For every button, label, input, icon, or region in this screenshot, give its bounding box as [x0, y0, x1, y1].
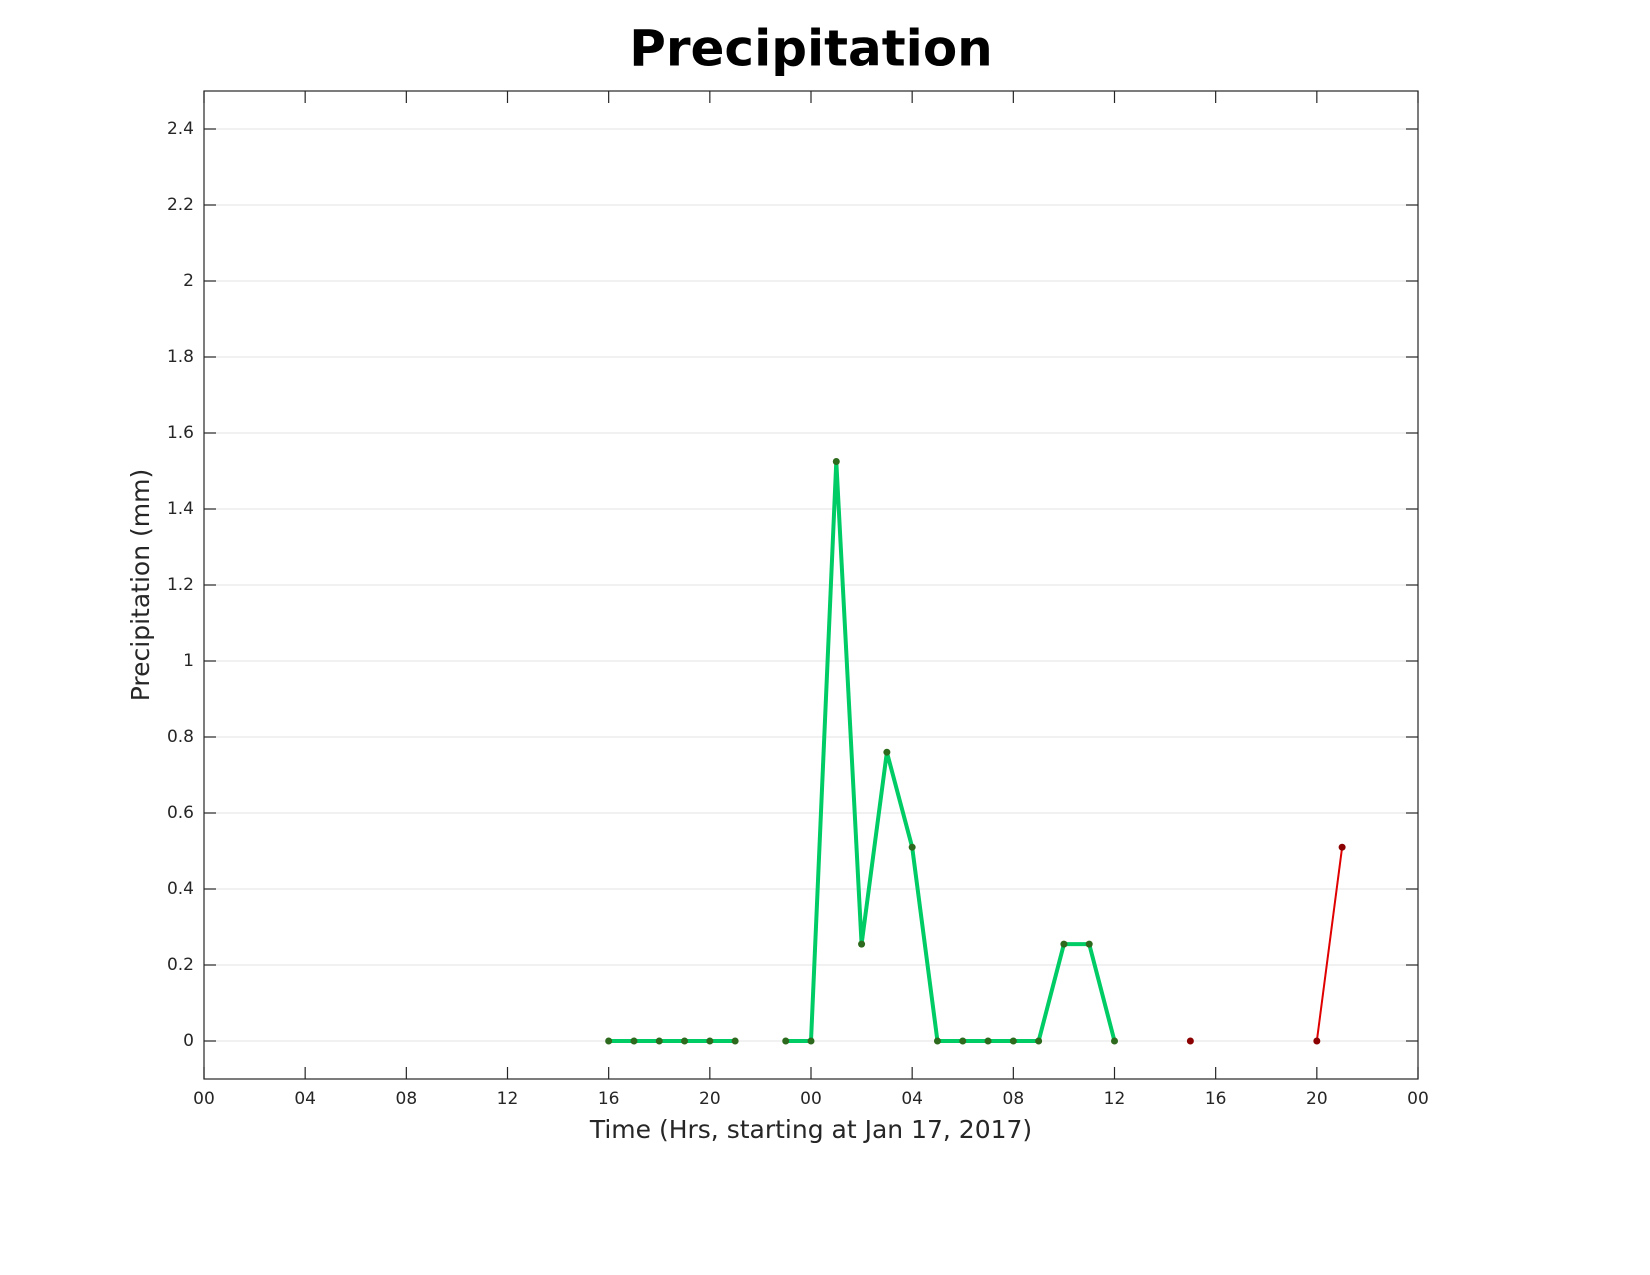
- data-point: [605, 1037, 613, 1045]
- series-line: [1315, 847, 1344, 1042]
- data-point: [908, 843, 916, 851]
- y-axis-label: Precipitation (mm): [126, 469, 155, 701]
- data-point: [933, 1037, 941, 1045]
- y-tick-label: 2.2: [167, 195, 194, 215]
- x-tick-label: 08: [396, 1089, 418, 1109]
- plot-frame: [203, 90, 1419, 1080]
- data-point: [1035, 1037, 1043, 1045]
- data-point: [883, 748, 891, 756]
- data-point: [1009, 1037, 1017, 1045]
- y-tick-label: 1: [183, 651, 194, 671]
- y-tick-label: 1.8: [167, 347, 194, 367]
- data-point: [858, 940, 866, 948]
- x-tick-label: 12: [497, 1089, 519, 1109]
- x-tick-label: 12: [1104, 1089, 1126, 1109]
- y-tick-label: 0.6: [167, 803, 194, 823]
- data-point: [1111, 1037, 1118, 1045]
- data-point: [984, 1037, 992, 1045]
- x-tick-label: 00: [193, 1089, 215, 1109]
- data-point: [832, 458, 840, 465]
- x-tick-label: 08: [1003, 1089, 1025, 1109]
- data-point: [731, 1037, 739, 1045]
- series-line: [608, 461, 1117, 1043]
- data-point: [706, 1037, 714, 1045]
- data-point: [655, 1037, 663, 1045]
- x-tick-label: 00: [1407, 1089, 1429, 1109]
- data-point: [1060, 940, 1068, 948]
- data-point: [1338, 843, 1346, 851]
- data-point: [681, 1037, 689, 1045]
- y-tick-label: 1.6: [167, 423, 194, 443]
- data-point: [630, 1037, 638, 1045]
- y-tick-label: 2.4: [167, 119, 194, 139]
- y-tick-label: 0.8: [167, 727, 194, 747]
- y-tick-label: 1.4: [167, 499, 194, 519]
- data-point: [782, 1037, 790, 1045]
- x-tick-label: 16: [598, 1089, 620, 1109]
- x-tick-label: 16: [1205, 1089, 1227, 1109]
- x-tick-label: 20: [699, 1089, 721, 1109]
- data-point: [1085, 940, 1093, 948]
- y-tick-label: 0.4: [167, 879, 194, 899]
- chart-title: Precipitation: [629, 20, 993, 78]
- x-tick-label: 04: [294, 1089, 316, 1109]
- x-tick-label: 00: [800, 1089, 822, 1109]
- data-point: [959, 1037, 967, 1045]
- y-tick-label: 2: [183, 271, 194, 291]
- data-point: [1186, 1037, 1194, 1045]
- x-tick-label: 04: [901, 1089, 923, 1109]
- x-tick-label: 20: [1306, 1089, 1328, 1109]
- data-point: [807, 1037, 815, 1045]
- x-axis-label: Time (Hrs, starting at Jan 17, 2017): [589, 1115, 1032, 1144]
- y-tick-label: 0.2: [167, 955, 194, 975]
- y-tick-label: 0: [183, 1031, 194, 1051]
- y-tick-label: 1.2: [167, 575, 194, 595]
- data-point: [1313, 1037, 1321, 1045]
